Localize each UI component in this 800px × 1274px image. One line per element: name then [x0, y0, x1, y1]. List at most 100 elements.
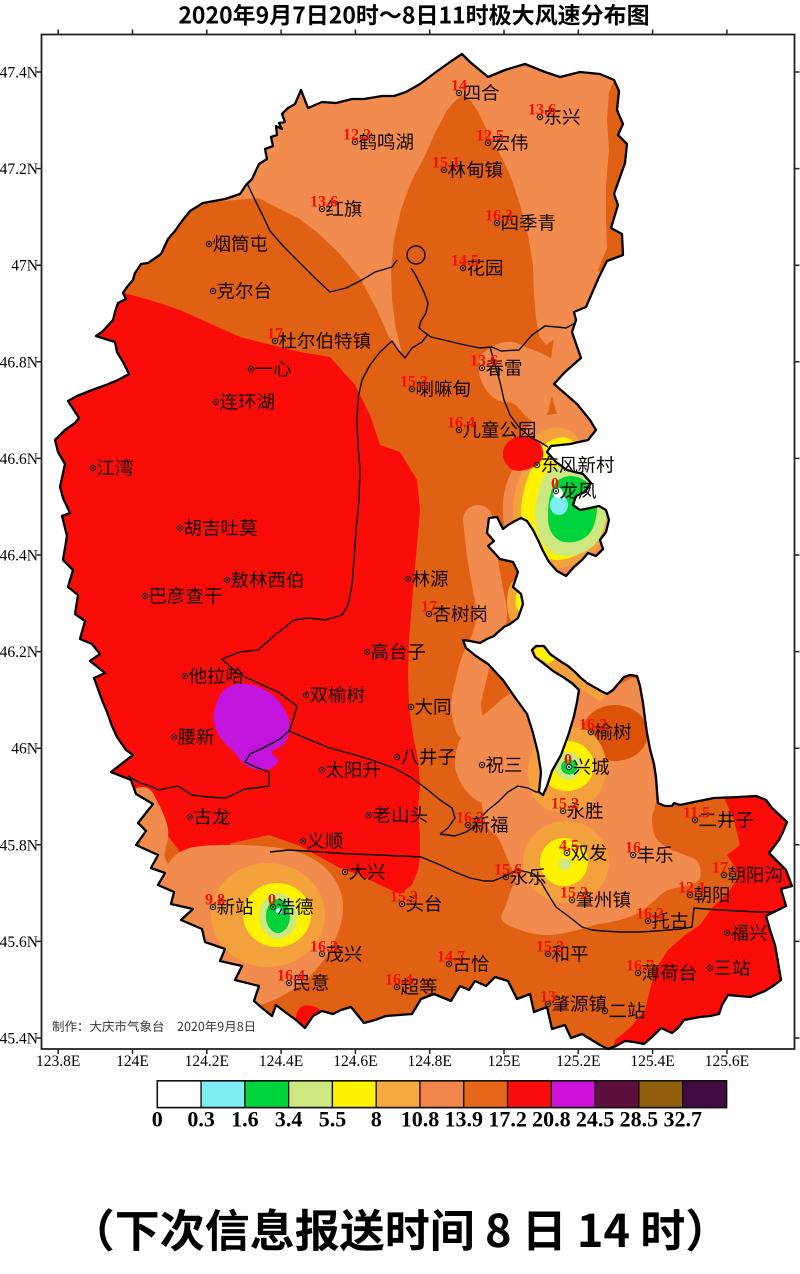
svg-text:10.8: 10.8	[401, 1107, 440, 1132]
svg-text:0: 0	[551, 476, 559, 493]
svg-text:高台子: 高台子	[371, 639, 427, 665]
svg-text:11.5: 11.5	[683, 805, 710, 822]
svg-text:古恰: 古恰	[453, 951, 490, 977]
svg-text:13: 13	[540, 989, 556, 1006]
svg-text:喇嘛甸: 喇嘛甸	[416, 376, 472, 402]
svg-text:15.3: 15.3	[390, 889, 418, 906]
svg-text:连环湖: 连环湖	[220, 389, 276, 415]
svg-text:花园: 花园	[467, 255, 504, 281]
svg-text:古龙: 古龙	[194, 804, 231, 830]
svg-text:新福: 新福	[472, 812, 509, 838]
svg-text:三站: 三站	[714, 955, 751, 981]
svg-text:敖林西伯: 敖林西伯	[231, 567, 305, 593]
svg-text:20.8: 20.8	[532, 1107, 571, 1132]
svg-text:福兴: 福兴	[731, 920, 768, 946]
svg-text:（下次信息报送时间 8 日 14 时）: （下次信息报送时间 8 日 14 时）	[70, 1195, 731, 1260]
svg-text:16.2: 16.2	[579, 717, 607, 734]
svg-text:浩德: 浩德	[277, 894, 314, 920]
svg-text:46.8N: 46.8N	[0, 354, 38, 371]
svg-text:15.2: 15.2	[536, 939, 564, 956]
svg-text:他拉哈: 他拉哈	[189, 663, 245, 689]
svg-text:124.2E: 124.2E	[185, 1053, 229, 1070]
svg-text:杜尔伯特镇: 杜尔伯特镇	[279, 328, 372, 354]
svg-text:12.5: 12.5	[476, 128, 504, 145]
svg-text:13.6: 13.6	[470, 353, 498, 370]
svg-text:制作：大庆市气象台 2020年9月8日: 制作：大庆市气象台 2020年9月8日	[52, 1016, 256, 1035]
svg-text:宏伟: 宏伟	[492, 130, 529, 156]
svg-text:125.2E: 125.2E	[556, 1053, 600, 1070]
svg-text:15.2: 15.2	[551, 796, 579, 813]
svg-text:15.1: 15.1	[432, 155, 460, 172]
svg-text:超等: 超等	[401, 974, 438, 1000]
svg-text:东兴: 东兴	[544, 104, 581, 130]
svg-text:双发: 双发	[571, 840, 608, 866]
svg-text:江湾: 江湾	[97, 455, 134, 481]
svg-text:47N: 47N	[11, 258, 38, 275]
svg-text:17: 17	[267, 326, 283, 343]
svg-text:0: 0	[564, 752, 572, 769]
svg-text:13.9: 13.9	[445, 1107, 484, 1132]
svg-text:杏树岗: 杏树岗	[433, 601, 489, 627]
svg-text:13.6: 13.6	[528, 102, 556, 119]
svg-text:125E: 125E	[488, 1053, 521, 1070]
svg-text:46.6N: 46.6N	[0, 451, 38, 468]
svg-text:32.7: 32.7	[663, 1107, 702, 1132]
svg-text:17.2: 17.2	[488, 1107, 527, 1132]
svg-text:45.4N: 45.4N	[0, 1031, 38, 1048]
svg-text:0: 0	[268, 892, 276, 909]
svg-text:朝阳沟: 朝阳沟	[728, 862, 784, 888]
svg-text:大兴: 大兴	[349, 859, 386, 885]
svg-text:5.5: 5.5	[319, 1107, 347, 1132]
svg-text:克尔台: 克尔台	[217, 278, 273, 304]
svg-text:28.5: 28.5	[620, 1107, 659, 1132]
svg-text:新站: 新站	[217, 894, 254, 920]
svg-text:林甸镇: 林甸镇	[448, 157, 504, 183]
svg-text:榆树: 榆树	[595, 719, 632, 745]
svg-text:15.3: 15.3	[400, 374, 428, 391]
svg-text:丰乐: 丰乐	[637, 842, 674, 868]
svg-text:15.6: 15.6	[494, 862, 522, 879]
svg-text:124.6E: 124.6E	[333, 1053, 377, 1070]
svg-text:胡吉吐莫: 胡吉吐莫	[184, 515, 258, 541]
svg-text:八井子: 八井子	[401, 744, 457, 770]
svg-text:124E: 124E	[116, 1053, 149, 1070]
svg-text:16: 16	[625, 840, 641, 857]
svg-text:16.7: 16.7	[626, 958, 654, 975]
svg-text:16: 16	[719, 918, 735, 935]
svg-text:0.3: 0.3	[187, 1107, 215, 1132]
svg-text:125.6E: 125.6E	[705, 1053, 749, 1070]
svg-text:巴彦查干: 巴彦查干	[149, 583, 223, 609]
svg-text:45.8N: 45.8N	[0, 837, 38, 854]
svg-text:永胜: 永胜	[567, 798, 604, 824]
svg-text:46.2N: 46.2N	[0, 644, 38, 661]
svg-text:大同: 大同	[415, 694, 452, 720]
svg-text:3.4: 3.4	[275, 1107, 303, 1132]
svg-text:四季青: 四季青	[501, 210, 557, 236]
svg-text:朝阳: 朝阳	[694, 882, 731, 908]
svg-text:老山头: 老山头	[373, 802, 429, 828]
svg-text:13.6: 13.6	[310, 194, 338, 211]
svg-text:烟筒屯: 烟筒屯	[213, 231, 269, 257]
svg-text:托古: 托古	[652, 908, 689, 934]
svg-text:16.4: 16.4	[277, 968, 305, 985]
svg-text:14: 14	[451, 78, 467, 95]
svg-text:8: 8	[371, 1107, 382, 1132]
svg-text:1.6: 1.6	[231, 1107, 259, 1132]
svg-text:15.2: 15.2	[560, 885, 588, 902]
svg-text:薄荷台: 薄荷台	[642, 960, 698, 986]
svg-text:124.4E: 124.4E	[259, 1053, 303, 1070]
svg-text:双榆树: 双榆树	[310, 682, 366, 708]
svg-text:16.4: 16.4	[447, 415, 475, 432]
svg-text:龙凤: 龙凤	[560, 478, 597, 504]
svg-text:14.5: 14.5	[451, 253, 479, 270]
svg-text:2020年9月7日20时～8日11时极大风速分布图: 2020年9月7日20时～8日11时极大风速分布图	[178, 0, 649, 31]
svg-text:16.3: 16.3	[485, 208, 513, 225]
svg-text:16.2: 16.2	[636, 906, 664, 923]
svg-text:14.7: 14.7	[437, 949, 465, 966]
svg-text:东风新村: 东风新村	[541, 452, 615, 478]
svg-text:永乐: 永乐	[510, 864, 547, 890]
svg-text:24.5: 24.5	[576, 1107, 615, 1132]
svg-text:16.3: 16.3	[310, 939, 338, 956]
svg-text:和平: 和平	[552, 941, 589, 967]
svg-text:太阳升: 太阳升	[326, 757, 382, 783]
